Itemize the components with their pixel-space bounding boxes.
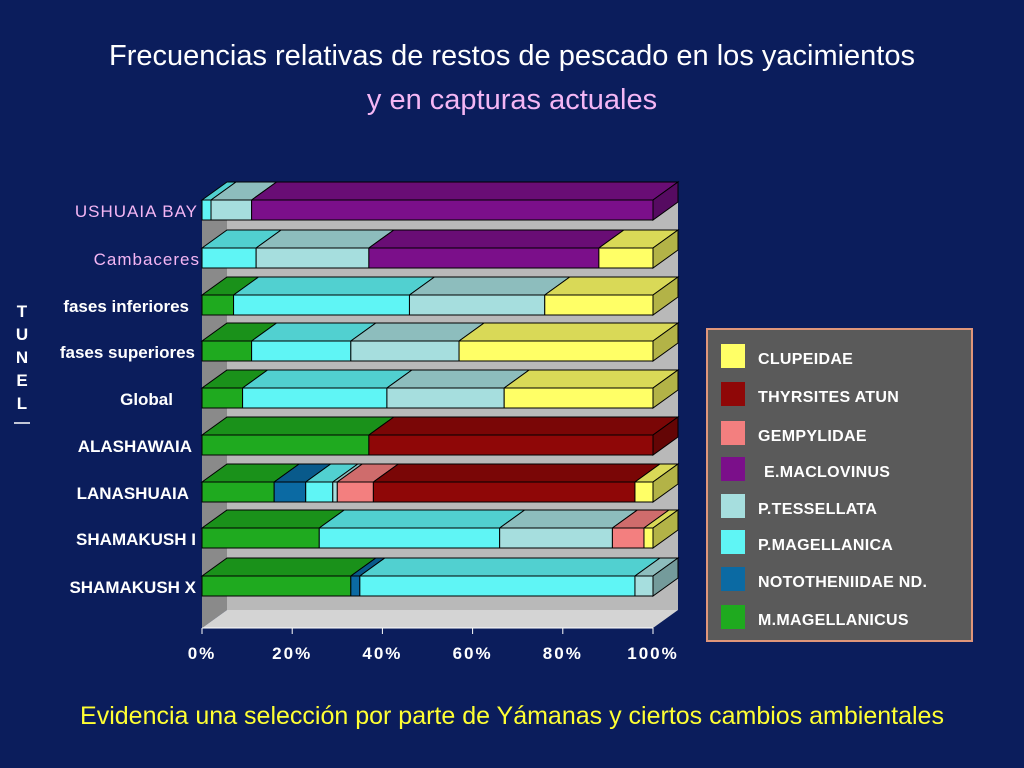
legend-label: CLUPEIDAE — [758, 351, 853, 368]
bar-segment — [250, 322, 378, 362]
legend-label: P.MAGELLANICA — [758, 537, 893, 554]
legend-swatch — [721, 567, 745, 591]
category-label: Global — [120, 390, 173, 409]
legend-swatch — [721, 605, 745, 629]
bar-segment — [241, 369, 414, 409]
bar-segment — [200, 557, 378, 597]
category-label: USHUAIA BAY — [75, 202, 198, 221]
bar-segment — [543, 276, 680, 316]
category-label: Cambaceres — [94, 250, 200, 269]
legend-swatch — [721, 421, 745, 445]
category-labels: SHAMAKUSH X SHAMAKUSH I LANASHUAIA ALASHAWA… — [60, 202, 200, 597]
x-tick-label: 80% — [543, 644, 583, 663]
tunel-letter: L — [17, 394, 27, 413]
legend-label: THYRSITES ATUN — [758, 389, 899, 406]
x-tick-label: 60% — [453, 644, 493, 663]
bar-segment — [200, 229, 283, 269]
bar-segment — [232, 276, 437, 316]
bars-layer — [200, 181, 680, 597]
bar-end-face — [652, 369, 679, 409]
bar-segment — [200, 509, 346, 549]
bar-segment — [385, 369, 531, 409]
title-line-1: Frecuencias relativas de restos de pesca… — [109, 40, 915, 72]
category-label: SHAMAKUSH X — [69, 578, 196, 597]
category-label: LANASHUAIA — [77, 484, 189, 503]
x-tick-label: 40% — [362, 644, 402, 663]
legend-box — [706, 328, 973, 642]
bar-segment — [371, 463, 662, 503]
bar-segment — [317, 509, 527, 549]
bar-end-face — [652, 229, 679, 269]
category-label: fases inferiores — [63, 297, 189, 316]
legend-swatch — [721, 457, 745, 481]
legend: CLUPEIDAE THYRSITES ATUN GEMPYLIDAE E.MACLO… — [706, 328, 973, 642]
category-label: SHAMAKUSH I — [76, 530, 196, 549]
category-label: fases superiores — [60, 343, 195, 362]
legend-label: M.MAGELLANICUS — [758, 612, 909, 629]
title-line-2: y en capturas actuales — [366, 84, 658, 116]
bar-segment — [367, 416, 680, 456]
bar-segment — [254, 229, 396, 269]
bar-end-face — [652, 509, 679, 549]
bar-end-face — [652, 322, 679, 362]
bar-segment — [367, 229, 626, 269]
bar-segment — [250, 181, 680, 221]
tunel-letter: E — [16, 371, 27, 390]
x-tick-label: 100% — [627, 644, 678, 663]
x-tick-label: 0% — [188, 644, 217, 663]
tunel-letter: U — [16, 325, 28, 344]
bar-segment — [200, 416, 396, 456]
bar-end-face — [652, 276, 679, 316]
bar-end-face — [652, 416, 679, 456]
legend-swatch — [721, 530, 745, 554]
footer-note: Evidencia una selección por parte de Yám… — [80, 702, 944, 730]
bar-segment — [272, 463, 333, 503]
legend-swatch — [721, 494, 745, 518]
bar-segment — [200, 369, 270, 409]
legend-label: NOTOTHENIIDAE ND. — [758, 574, 927, 591]
x-tick-label: 20% — [272, 644, 312, 663]
bar-segment — [498, 509, 639, 549]
legend-swatch — [721, 382, 745, 406]
floor — [202, 610, 678, 628]
bar-end-face — [652, 463, 679, 503]
bar-segment — [457, 322, 680, 362]
bar-segment — [358, 557, 662, 597]
legend-label: P.TESSELLATA — [758, 501, 877, 518]
category-label: ALASHAWAIA — [78, 437, 192, 456]
legend-swatch — [721, 344, 745, 368]
tunel-letter: N — [16, 348, 28, 367]
x-axis: 0% 20% 40% 60% 80% 100% — [188, 627, 678, 663]
bar-end-face — [652, 557, 679, 597]
bar-segment — [633, 557, 680, 597]
bar-segment — [502, 369, 680, 409]
bar-end-face — [652, 181, 679, 221]
bar-segment — [200, 463, 301, 503]
tunel-letter: T — [17, 302, 28, 321]
legend-label: E.MACLOVINUS — [764, 464, 890, 481]
bar-segment — [304, 463, 360, 503]
legend-label: GEMPYLIDAE — [758, 428, 867, 445]
